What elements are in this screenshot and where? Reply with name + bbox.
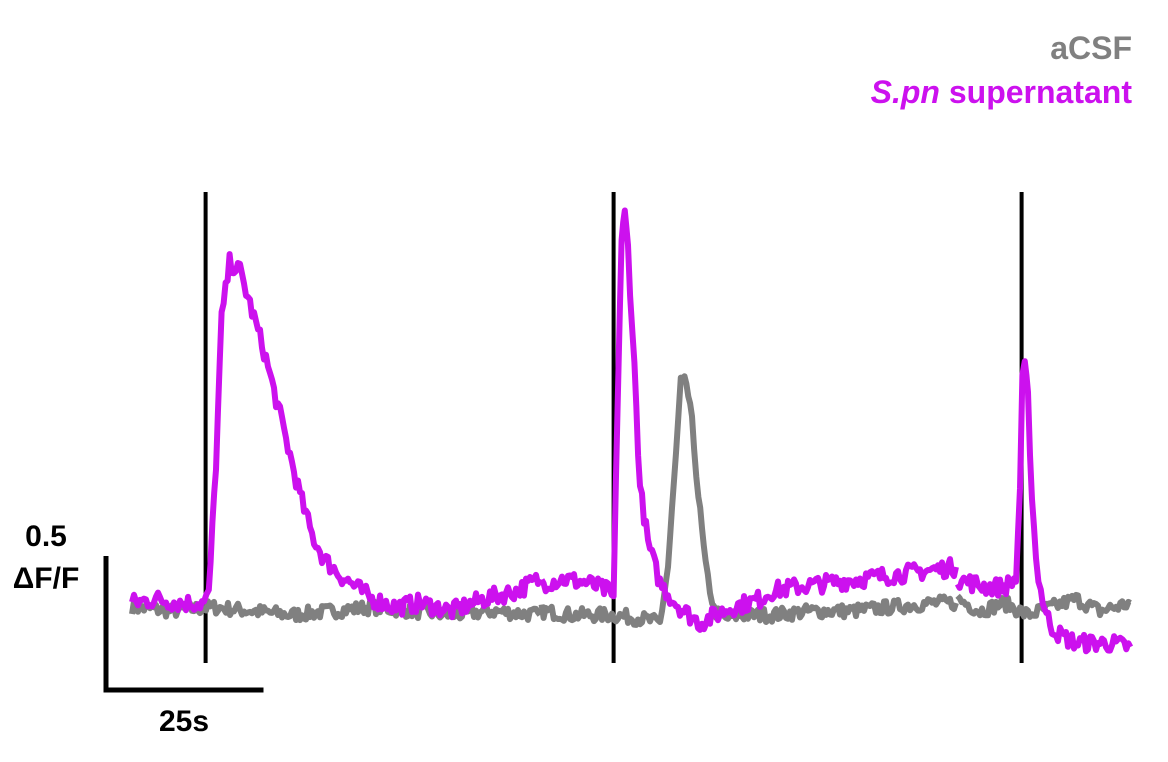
traces	[129, 207, 1134, 655]
legend-entry-acsf: aCSF	[1050, 30, 1132, 66]
legend-italic-label: S.pn	[870, 74, 940, 110]
scale-bar-time-label: 25s	[158, 705, 210, 738]
trace-spn-segment-3	[954, 358, 1134, 655]
trace-spn-segment-1	[129, 251, 543, 621]
trace-spn-segment-2	[538, 207, 959, 633]
legend-entry-spn-supernatant: S.pn supernatant	[871, 70, 1132, 114]
legend-label: supernatant	[939, 74, 1132, 110]
legend: aCSF S.pn supernatant	[871, 26, 1132, 114]
scale-bar-amplitude-label: 0.5 ΔF/F	[0, 516, 92, 600]
amplitude-unit: ΔF/F	[12, 562, 80, 595]
amplitude-value: 0.5	[25, 520, 67, 553]
trace-acsf-segment-2	[538, 373, 959, 628]
scale-bar	[103, 556, 264, 693]
